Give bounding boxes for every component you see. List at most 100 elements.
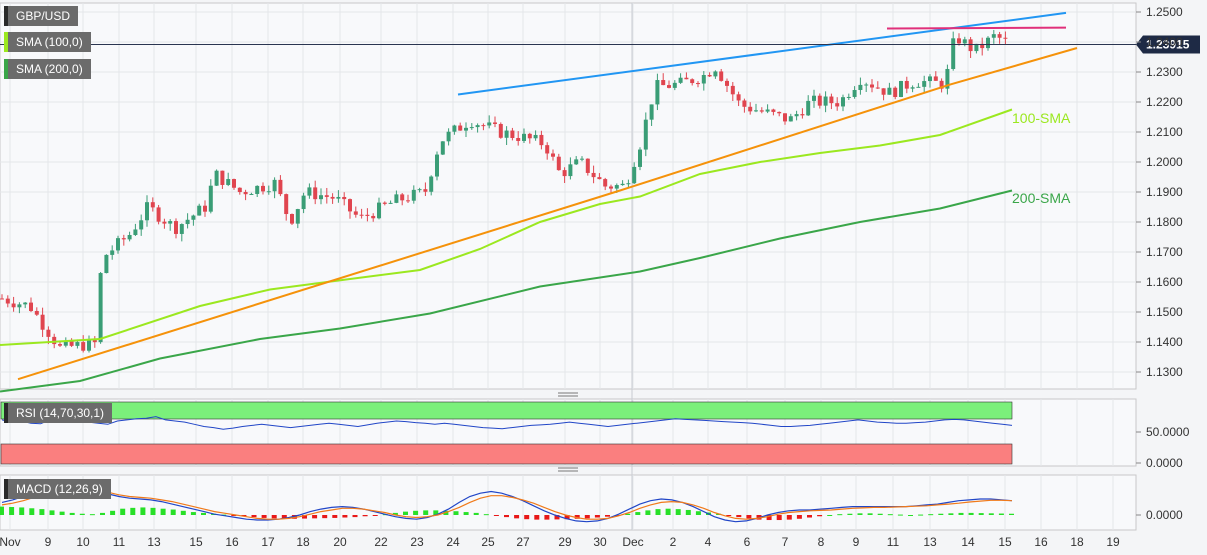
candle-body — [806, 100, 811, 116]
candle-body — [150, 202, 155, 208]
candle-body — [817, 95, 822, 106]
candle — [591, 165, 596, 184]
candle — [771, 108, 776, 116]
candle — [63, 337, 68, 348]
candle — [667, 80, 671, 89]
candle — [406, 194, 410, 203]
x-tick-label: 7 — [782, 535, 789, 549]
candle — [11, 296, 16, 312]
candle-body — [858, 84, 863, 91]
candle — [603, 177, 608, 191]
candle-body — [133, 229, 138, 236]
candle-body — [411, 189, 416, 201]
candle — [713, 70, 718, 79]
candle — [672, 80, 677, 91]
candle-body — [452, 125, 457, 132]
macd-histogram-bar — [514, 515, 520, 519]
candle-body — [423, 189, 428, 192]
macd-histogram-bar — [695, 511, 701, 515]
candle-body — [330, 196, 335, 199]
price-tick-label: 1.2100 — [1146, 125, 1183, 139]
candle — [765, 104, 770, 114]
candle — [110, 245, 115, 260]
candle — [452, 124, 457, 135]
legend-sma-200[interactable]: SMA (200,0) — [4, 59, 91, 79]
axes: 1.2500 1.2400 1.2300 1.2200 1.2100 1.2000 1.19… — [0, 5, 1190, 549]
macd-histogram-bar — [79, 513, 85, 515]
macd-histogram-bar — [100, 512, 105, 515]
candle — [313, 180, 318, 205]
rsi-line — [1, 416, 1013, 430]
rsi-label: RSI (14,70,30,1) — [16, 406, 105, 420]
candle — [806, 95, 811, 116]
candle-body — [556, 156, 561, 171]
trendline[interactable] — [457, 11, 1067, 96]
candle — [290, 213, 294, 226]
candle — [533, 130, 538, 141]
macd-histogram-bar — [534, 515, 540, 520]
macd-histogram-bar — [332, 515, 338, 518]
resize-handle-macd[interactable] — [558, 467, 578, 472]
candle — [754, 103, 758, 113]
candle — [707, 72, 712, 78]
candle — [0, 294, 4, 300]
candle — [974, 43, 979, 54]
candle — [846, 93, 851, 101]
legend-rsi[interactable]: RSI (14,70,30,1) — [4, 403, 113, 423]
trendline[interactable] — [886, 26, 1067, 30]
candles — [0, 29, 1008, 353]
candle-body — [237, 187, 242, 193]
candle-body — [875, 87, 880, 89]
legend-symbol[interactable]: GBP/USD — [4, 6, 79, 26]
sma-200-label: SMA (200,0) — [16, 62, 83, 76]
candle — [377, 197, 381, 220]
x-tick-label: Dec — [622, 535, 643, 549]
legend-sma-100[interactable]: SMA (100,0) — [4, 32, 91, 52]
candle — [858, 77, 863, 95]
candle-body — [29, 302, 33, 311]
macd-histogram-bar — [958, 512, 964, 515]
candle-body — [469, 127, 474, 129]
resize-handle-rsi[interactable] — [558, 392, 578, 397]
trendline[interactable] — [17, 47, 1078, 381]
macd-histogram-bar — [807, 515, 812, 518]
candle — [539, 130, 544, 150]
candle-body — [191, 215, 196, 220]
candle-body — [17, 304, 22, 308]
rsi-layer — [0, 401, 1013, 465]
candle — [748, 102, 753, 115]
candle-body — [464, 127, 468, 131]
macd-histogram-bar — [261, 515, 267, 518]
legend-macd[interactable]: MACD (12,26,9) — [4, 479, 111, 499]
price-tick-label: 1.1500 — [1146, 305, 1183, 319]
x-tick-label: 17 — [261, 535, 275, 549]
macd-histogram-bar — [312, 515, 318, 519]
candle-body — [87, 339, 91, 351]
candle — [812, 89, 816, 108]
macd-histogram-bar — [857, 513, 863, 515]
macd-histogram-bar — [988, 513, 994, 515]
macd-histogram-bar — [322, 515, 328, 519]
candle-body — [603, 179, 608, 187]
candle-body — [707, 74, 712, 77]
candle-body — [417, 189, 422, 191]
candle — [371, 213, 376, 222]
candle — [139, 214, 144, 236]
candle — [562, 167, 567, 183]
price-tick-label: 1.1800 — [1146, 215, 1183, 229]
sma-100-label: SMA (100,0) — [16, 35, 83, 49]
rsi-overbought-zone — [0, 401, 1013, 420]
candle-body — [968, 39, 973, 52]
candle — [168, 219, 173, 231]
candle — [34, 307, 39, 317]
candle-body — [400, 194, 405, 201]
candle-body — [736, 94, 741, 101]
candle — [104, 254, 109, 274]
candle-body — [203, 205, 207, 212]
candle-body — [493, 122, 497, 124]
candle — [469, 123, 474, 130]
candle — [696, 81, 700, 88]
candle-body — [649, 104, 654, 120]
candle-body — [40, 314, 45, 330]
